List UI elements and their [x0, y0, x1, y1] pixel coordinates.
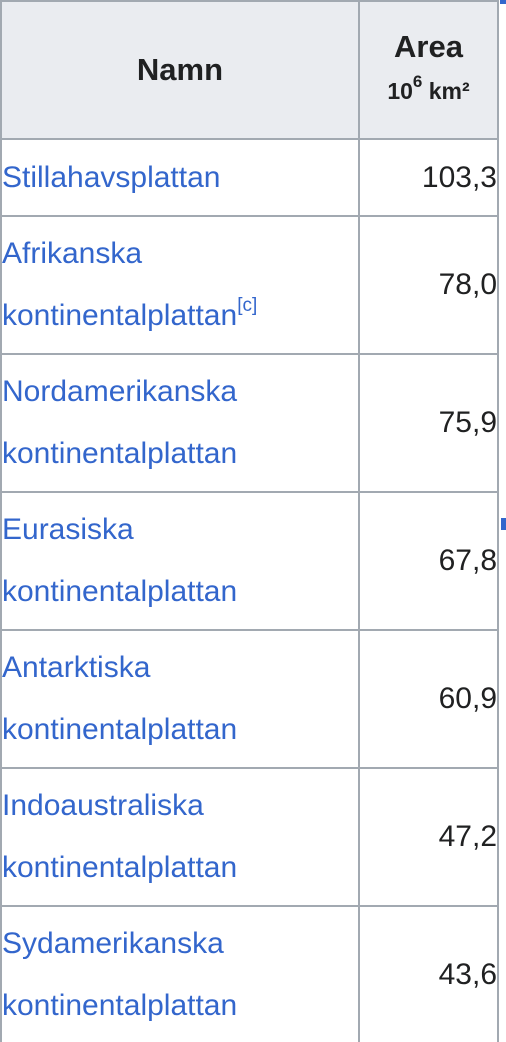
- area-header-title: Area: [394, 29, 463, 65]
- plate-name-line1: Antarktiska: [2, 651, 151, 684]
- plate-link[interactable]: Stillahavsplattan: [2, 160, 221, 194]
- header-row: Namn Area 106 km²: [0, 0, 499, 140]
- plate-area-cell: 60,9: [358, 629, 499, 769]
- plate-name-line1: Indoaustraliska: [2, 789, 204, 822]
- column-header-name[interactable]: Namn: [0, 0, 360, 140]
- plate-name-cell: Eurasiska kontinentalplattan: [0, 491, 360, 631]
- table-row: Afrikanska kontinentalplattan[c] 78,0: [0, 215, 499, 355]
- plate-link[interactable]: Nordamerikanska kontinentalplattan: [2, 375, 237, 470]
- plate-name-line2: kontinentalplattan: [2, 989, 238, 1022]
- plate-name-line2: kontinentalplattan: [2, 437, 238, 470]
- plate-name-cell: Afrikanska kontinentalplattan[c]: [0, 215, 360, 355]
- table-row: Eurasiska kontinentalplattan 67,8: [0, 491, 499, 631]
- plate-name-cell: Stillahavsplattan: [0, 138, 360, 217]
- plate-name-cell: Nordamerikanska kontinentalplattan: [0, 353, 360, 493]
- table-row: Stillahavsplattan 103,3: [0, 138, 499, 217]
- area-header-unit: 106 km²: [360, 73, 497, 106]
- plate-area-cell: 43,6: [358, 905, 499, 1042]
- plate-area-cell: 103,3: [358, 138, 499, 217]
- table-row: Antarktiska kontinentalplattan 60,9: [0, 629, 499, 769]
- column-header-area[interactable]: Area 106 km²: [358, 0, 499, 140]
- plate-name-line1: Eurasiska: [2, 513, 134, 546]
- plate-name-cell: Antarktiska kontinentalplattan: [0, 629, 360, 769]
- plate-name-line1: Nordamerikanska: [2, 375, 238, 408]
- plate-area-cell: 78,0: [358, 215, 499, 355]
- plate-name-line1: Afrikanska: [2, 237, 143, 270]
- plate-name-line2: kontinentalplattan: [2, 299, 238, 332]
- plate-area-cell: 67,8: [358, 491, 499, 631]
- plate-link[interactable]: Sydamerikanska kontinentalplattan: [2, 927, 237, 1022]
- plate-link[interactable]: Eurasiska kontinentalplattan: [2, 513, 237, 608]
- area-unit-exponent: 6: [412, 72, 423, 91]
- edge-marker-top-right: [500, 0, 506, 4]
- area-unit-base: 10: [387, 78, 413, 104]
- area-unit-suffix: km²: [422, 78, 470, 104]
- plate-name-cell: Sydamerikanska kontinentalplattan: [0, 905, 360, 1042]
- plate-link[interactable]: Indoaustraliska kontinentalplattan: [2, 789, 237, 884]
- reference-link[interactable]: [c]: [237, 295, 258, 316]
- plate-name-line1: Sydamerikanska: [2, 927, 224, 960]
- plate-link[interactable]: Antarktiska kontinentalplattan: [2, 651, 237, 746]
- table-row: Indoaustraliska kontinentalplattan 47,2: [0, 767, 499, 907]
- plate-name-line2: kontinentalplattan: [2, 713, 238, 746]
- plate-area-cell: 75,9: [358, 353, 499, 493]
- edge-marker-right: [501, 518, 506, 530]
- table-row: Nordamerikanska kontinentalplattan 75,9: [0, 353, 499, 493]
- plate-name-cell: Indoaustraliska kontinentalplattan: [0, 767, 360, 907]
- plate-name-line2: kontinentalplattan: [2, 575, 238, 608]
- plate-name-line2: kontinentalplattan: [2, 851, 238, 884]
- plate-area-cell: 47,2: [358, 767, 499, 907]
- table-row: Sydamerikanska kontinentalplattan 43,6: [0, 905, 499, 1042]
- plate-link[interactable]: Afrikanska kontinentalplattan: [2, 237, 237, 332]
